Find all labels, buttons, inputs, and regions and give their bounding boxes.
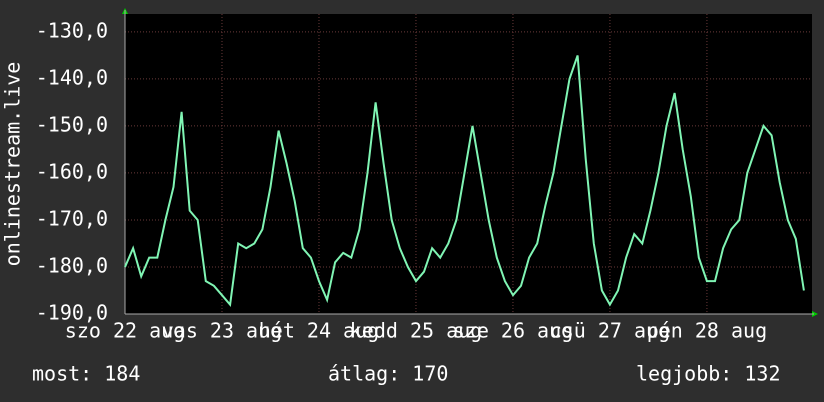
x-tick-label: csü 27 aug bbox=[550, 319, 670, 343]
y-tick-label: -160,0 bbox=[36, 159, 108, 183]
x-tick-label: kedd 25 aug bbox=[350, 319, 482, 343]
x-tick-label: pén 28 aug bbox=[647, 319, 767, 343]
y-tick-label: -150,0 bbox=[36, 112, 108, 136]
x-tick-label: vas 23 aug bbox=[162, 319, 282, 343]
y-tick-label: -170,0 bbox=[36, 206, 108, 230]
series-line bbox=[124, 55, 805, 307]
stat-label: legjobb: 132 bbox=[636, 362, 781, 386]
x-arrow bbox=[812, 311, 818, 317]
plot-area bbox=[125, 14, 812, 314]
y-tick-label: -130,0 bbox=[36, 18, 108, 42]
x-tick-label: szo 22 aug bbox=[65, 319, 185, 343]
x-tick-label: sze 26 aug bbox=[453, 319, 573, 343]
x-tick-label: hét 24 aug bbox=[259, 319, 379, 343]
stat-label: most: 184 bbox=[32, 362, 140, 386]
y-tick-label: -180,0 bbox=[36, 253, 108, 277]
stat-label: átlag: 170 bbox=[328, 362, 448, 386]
y-tick-label: -140,0 bbox=[36, 65, 108, 89]
y-tick-label: -190,0 bbox=[36, 301, 108, 325]
y-axis-label: onlinestream.live bbox=[1, 62, 25, 267]
